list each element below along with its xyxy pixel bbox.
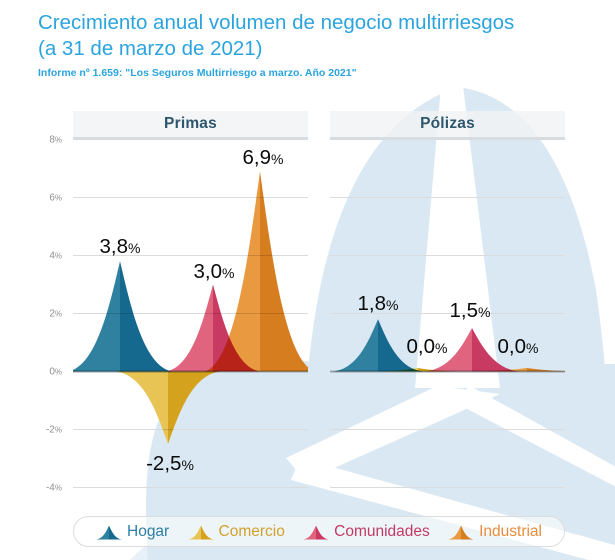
y-axis-tick-label: -4% [45,482,62,493]
series-shape-industrial [472,368,527,372]
chart-legend: Hogar Comercio Comunidades Industrial [73,516,565,547]
legend-label: Comercio [218,522,285,540]
title-block: Crecimiento anual volumen de negocio mul… [38,10,514,79]
chart-panel-primas: 3,8% -2,5% 3,0% 6,9% [73,139,308,488]
panel-header-primas: Primas [73,111,308,139]
series-shape-hogar [378,319,423,372]
panel-title: Pólizas [420,115,475,132]
value-label-comunidades: 3,0% [194,260,235,283]
series-shape-comercio [373,368,418,372]
y-axis-tick-label: 8% [49,134,62,145]
value-label-industrial: 0,0% [498,335,539,358]
series-shape-comunidades [424,328,472,372]
series-shape-comercio [418,368,463,372]
value-label-comercio: -2,5% [146,452,194,475]
page-title-line1: Crecimiento anual volumen de negocio mul… [38,11,515,34]
series-shape-hogar [73,261,120,372]
y-axis: 8% 6% 4% 2% 0% -2% -4% [20,0,62,560]
comercio-triangle-icon [187,525,214,540]
series-shape-industrial [527,368,565,372]
value-label-comercio: 0,0% [407,335,448,358]
legend-label: Industrial [479,522,542,540]
hogar-triangle-icon [96,525,122,540]
legend-label: Hogar [127,522,170,540]
y-axis-tick-label: -2% [45,424,62,435]
series-shape-hogar [333,319,378,372]
series-shape-comercio [116,371,168,444]
legend-item-comunidades[interactable]: Comunidades [303,523,430,541]
y-axis-tick-label: 4% [49,250,62,261]
value-label-hogar: 3,8% [100,235,141,258]
panel-header-polizas: Pólizas [330,111,565,139]
series-shape-industrial [260,171,308,372]
value-label-hogar: 1,8% [358,292,399,315]
comunidades-triangle-icon [303,525,330,540]
page-subtitle: Informe nº 1.659: "Los Seguros Multirrie… [38,67,357,79]
chart-panel-polizas: 1,8%0,0%1,5%0,0% [330,139,565,488]
value-label-industrial: 6,9% [243,146,284,169]
series-shape-comunidades [472,328,520,372]
page-title-line2: (a 31 de marzo de 2021) [38,37,263,60]
series-shape-comercio [168,371,220,444]
industrial-triangle-icon [448,525,475,540]
legend-label: Comunidades [334,522,430,540]
series-shape-comunidades [166,284,213,372]
legend-item-hogar[interactable]: Hogar [96,523,169,541]
series-shape-hogar [120,261,172,372]
y-axis-tick-label: 0% [49,366,62,377]
legend-item-industrial[interactable]: Industrial [448,523,542,541]
value-label-comunidades: 1,5% [450,299,491,322]
panel-title: Primas [164,115,217,132]
y-axis-tick-label: 6% [49,192,62,203]
y-axis-tick-label: 2% [49,308,62,319]
legend-item-comercio[interactable]: Comercio [187,522,285,541]
series-shape-industrial [205,171,260,372]
